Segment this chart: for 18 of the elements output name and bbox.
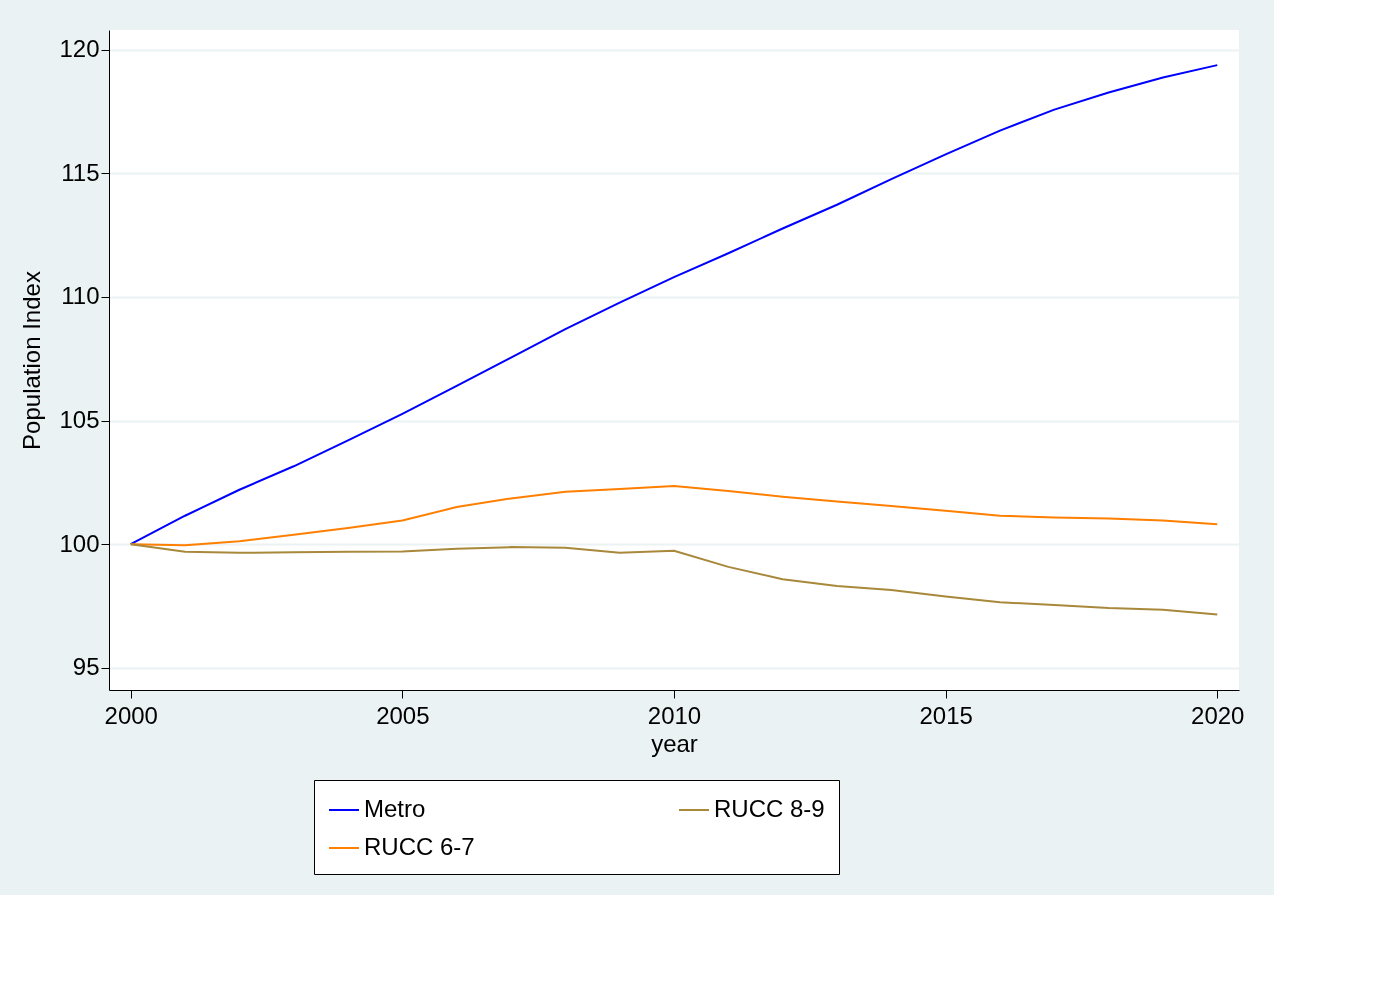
x-tick-label: 2020 <box>1191 701 1245 729</box>
legend-label: RUCC 6-7 <box>364 833 475 860</box>
x-tick-label: 2010 <box>647 701 702 729</box>
y-tick-label: 115 <box>61 158 100 186</box>
y-tick-label: 95 <box>72 653 100 681</box>
y-tick-label: 120 <box>59 35 100 63</box>
x-tick-label: 2000 <box>104 701 158 729</box>
y-axis-title: Population Index <box>18 271 46 450</box>
y-tick-label: 110 <box>61 282 100 310</box>
line-series <box>129 543 1219 616</box>
x-tick-label: 2005 <box>376 701 430 729</box>
legend-label: RUCC 8-9 <box>714 795 825 822</box>
line-series <box>129 64 1219 546</box>
y-tick-label: 105 <box>59 406 100 434</box>
x-axis-title: year <box>651 729 698 757</box>
y-tick-label: 100 <box>59 529 100 557</box>
x-tick-label: 2015 <box>919 701 973 729</box>
legend-label: Metro <box>364 795 426 822</box>
